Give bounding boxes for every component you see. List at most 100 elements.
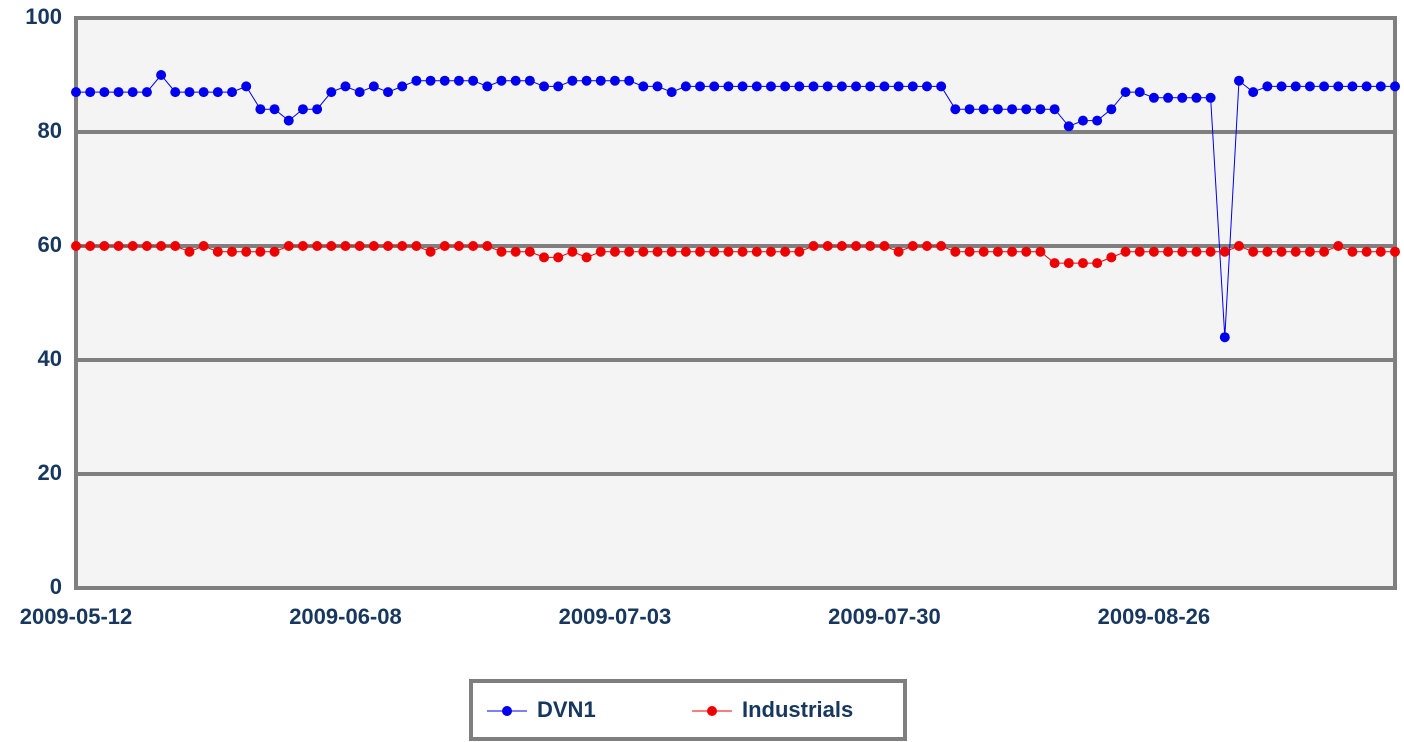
data-point (99, 241, 110, 251)
data-point (1021, 104, 1032, 115)
data-point (553, 81, 564, 92)
data-point (156, 70, 167, 80)
data-point (1106, 252, 1117, 263)
data-point (1375, 246, 1386, 257)
series-line (76, 245, 1395, 264)
data-point (723, 81, 734, 92)
data-point (1319, 81, 1330, 92)
data-point (297, 241, 308, 251)
data-point (425, 246, 436, 257)
plot-border (74, 16, 1397, 590)
data-point (184, 246, 195, 257)
data-point (227, 246, 238, 257)
data-point (241, 246, 252, 257)
data-point (851, 81, 862, 92)
data-point (85, 241, 96, 251)
data-point (1276, 81, 1287, 92)
data-point (765, 246, 776, 257)
data-point (1333, 241, 1344, 251)
plot-background (76, 18, 1395, 588)
data-point (1120, 246, 1131, 257)
data-point (1375, 81, 1386, 92)
data-point (992, 246, 1003, 257)
data-point (170, 87, 181, 98)
data-point (269, 246, 280, 257)
data-point (624, 246, 635, 257)
data-point (851, 241, 862, 251)
data-point (1205, 246, 1216, 257)
data-point (879, 81, 890, 92)
data-point (468, 75, 479, 86)
legend-label: DVN1 (537, 697, 596, 722)
data-point (865, 241, 876, 251)
data-point (666, 87, 677, 98)
data-point (113, 241, 124, 251)
data-point (950, 246, 961, 257)
data-point (1049, 104, 1060, 115)
data-point (397, 241, 408, 251)
data-point (581, 75, 592, 86)
data-point (822, 81, 833, 92)
data-point (595, 75, 606, 86)
data-point (1205, 92, 1216, 103)
y-tick-label: 100 (25, 4, 62, 29)
data-point (936, 81, 947, 92)
data-point (1049, 258, 1060, 269)
data-point (751, 246, 762, 257)
data-point (638, 246, 649, 257)
data-point (1177, 92, 1188, 103)
data-point (397, 81, 408, 92)
data-point (212, 87, 223, 98)
y-tick-label: 80 (38, 118, 62, 143)
data-point (1262, 246, 1273, 257)
data-point (794, 81, 805, 92)
data-point (992, 104, 1003, 115)
data-point (141, 241, 152, 251)
data-point (794, 246, 805, 257)
data-point (822, 241, 833, 251)
data-point (411, 75, 422, 86)
data-point (666, 246, 677, 257)
data-point (964, 104, 975, 115)
data-point (680, 246, 691, 257)
data-point (71, 87, 81, 98)
data-point (907, 81, 918, 92)
data-point (539, 252, 550, 263)
data-point (978, 246, 989, 257)
data-point (340, 81, 351, 92)
data-point (297, 104, 308, 115)
data-point (1120, 87, 1131, 98)
data-point (751, 81, 762, 92)
data-point (907, 241, 918, 251)
data-point (1319, 246, 1330, 257)
data-point (638, 81, 649, 92)
data-point (383, 87, 394, 98)
x-tick-label: 2009-05-12 (20, 604, 133, 629)
data-point (283, 115, 294, 126)
y-tick-label: 60 (38, 232, 62, 257)
data-point (1063, 258, 1074, 269)
data-point (964, 246, 975, 257)
data-point (156, 241, 167, 251)
data-point (1134, 246, 1145, 257)
data-point (567, 75, 578, 86)
data-point (312, 241, 323, 251)
data-point (765, 81, 776, 92)
data-point (1035, 246, 1046, 257)
data-point (255, 246, 266, 257)
data-point (1390, 81, 1400, 92)
data-point (141, 87, 152, 98)
data-point (453, 241, 464, 251)
data-point (1233, 75, 1244, 86)
data-point (184, 87, 195, 98)
data-point (425, 75, 436, 86)
data-point (1361, 246, 1372, 257)
data-point (1092, 115, 1103, 126)
data-point (921, 241, 932, 251)
data-point (1007, 104, 1018, 115)
data-point (368, 81, 379, 92)
x-tick-label: 2009-08-26 (1098, 604, 1211, 629)
data-point (326, 87, 337, 98)
data-point (524, 246, 535, 257)
data-point (127, 87, 138, 98)
